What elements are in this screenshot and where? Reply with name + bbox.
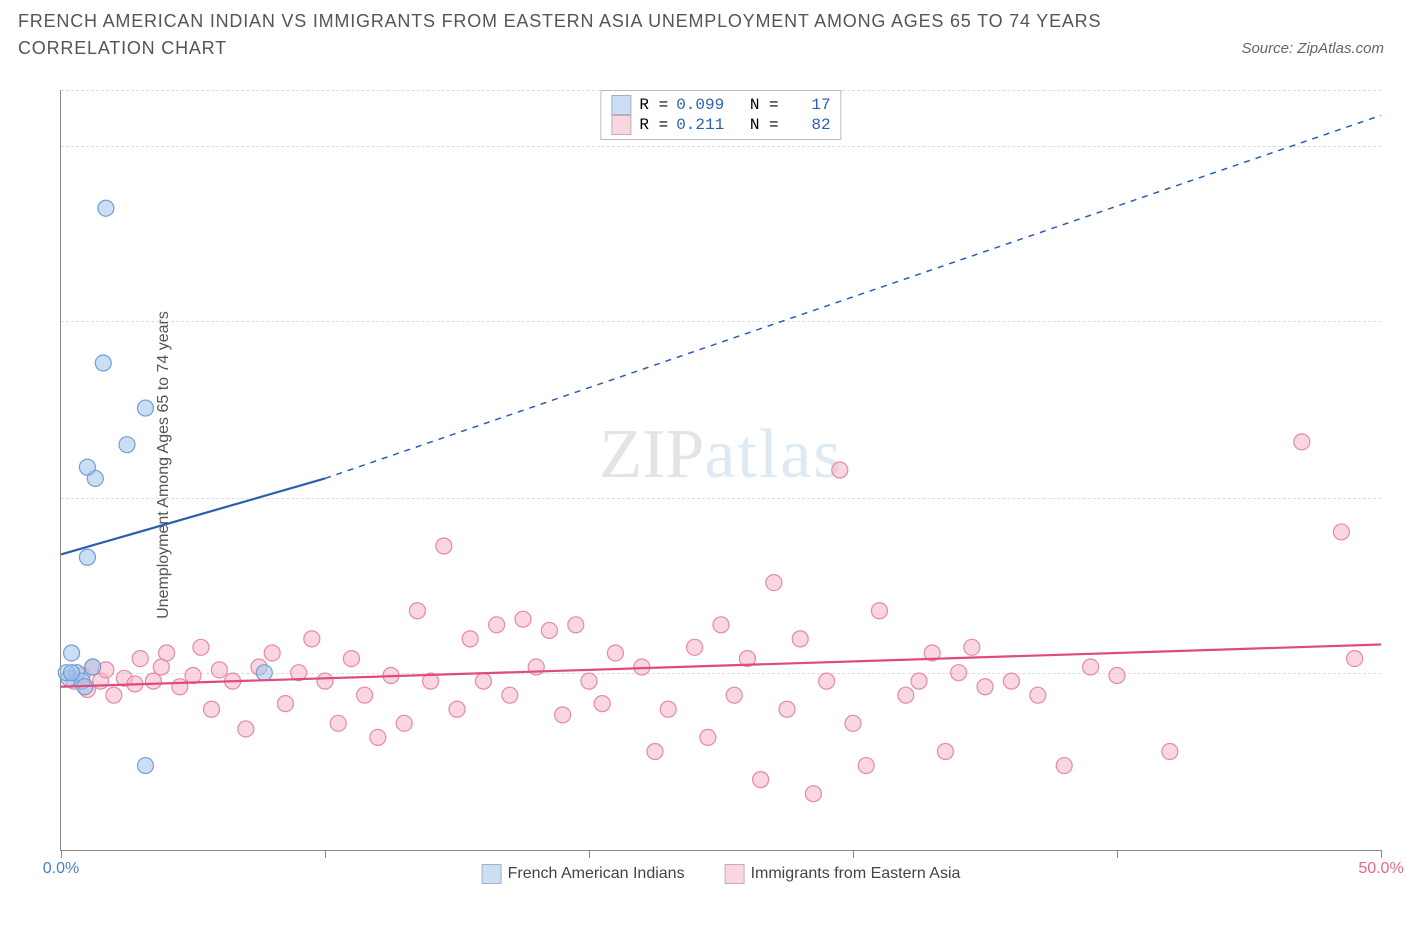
r-value-blue: 0.099 <box>676 96 724 114</box>
legend-label-pink: Immigrants from Eastern Asia <box>751 865 961 883</box>
correlation-legend: R = 0.099 N = 17 R = 0.211 N = 82 <box>600 90 841 140</box>
n-value-pink: 82 <box>787 116 831 134</box>
legend-row-pink: R = 0.211 N = 82 <box>611 115 830 135</box>
n-label: N = <box>750 96 779 114</box>
swatch-pink <box>725 864 745 884</box>
n-label: N = <box>750 116 779 134</box>
legend-label-blue: French American Indians <box>508 865 685 883</box>
series-legend: French American Indians Immigrants from … <box>482 864 961 884</box>
chart-title: FRENCH AMERICAN INDIAN VS IMMIGRANTS FRO… <box>18 8 1186 62</box>
source-attribution: Source: ZipAtlas.com <box>1241 40 1384 57</box>
swatch-blue <box>482 864 502 884</box>
plot-area: ZIPatlas 6.3%12.5%18.8%25.0% 0.0%50.0% R… <box>60 90 1381 851</box>
swatch-blue <box>611 95 631 115</box>
r-label: R = <box>639 116 668 134</box>
r-label: R = <box>639 96 668 114</box>
legend-row-blue: R = 0.099 N = 17 <box>611 95 830 115</box>
swatch-pink <box>611 115 631 135</box>
r-value-pink: 0.211 <box>676 116 724 134</box>
legend-item-pink: Immigrants from Eastern Asia <box>725 864 961 884</box>
legend-item-blue: French American Indians <box>482 864 685 884</box>
chart-svg <box>61 90 1381 850</box>
n-value-blue: 17 <box>787 96 831 114</box>
